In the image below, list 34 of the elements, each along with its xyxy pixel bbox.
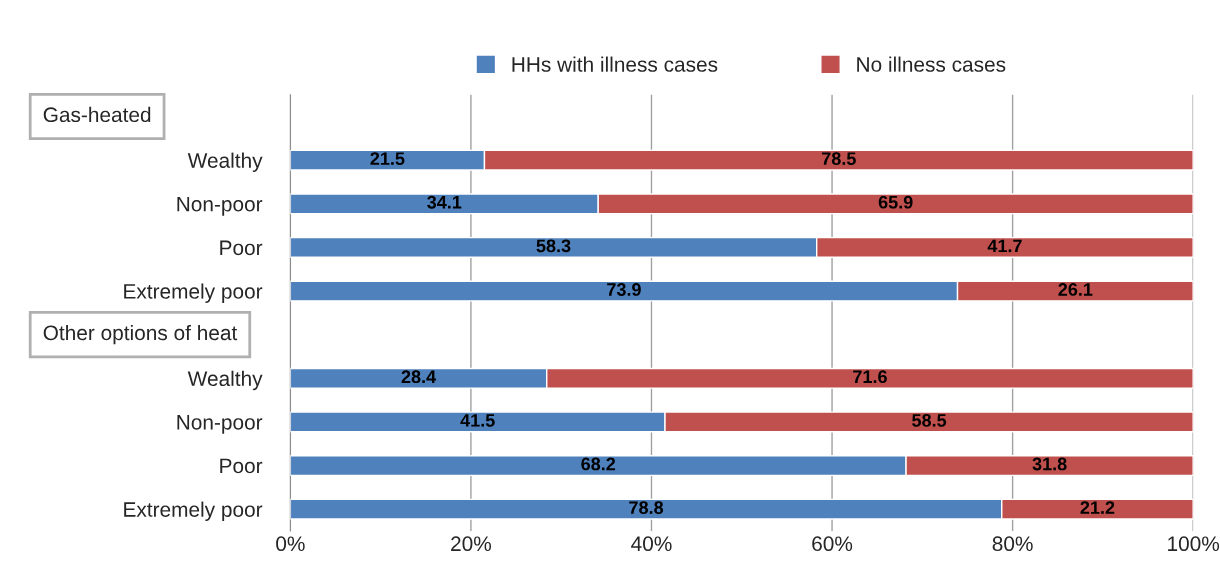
data-label: 41.5 <box>460 414 495 427</box>
y-tick-label: Wealthy <box>187 370 263 391</box>
data-label: 21.2 <box>1080 501 1115 514</box>
data-label: 58.3 <box>536 239 571 253</box>
data-label: 65.9 <box>878 195 913 209</box>
data-label: 26.1 <box>1058 283 1093 296</box>
text: Other options of heat <box>43 324 238 345</box>
data-label: 31.8 <box>1032 457 1067 471</box>
data-label: 73.9 <box>607 283 641 296</box>
y-tick-label: Extremely poor <box>124 283 263 303</box>
data-label: 34.1 <box>427 195 462 209</box>
y-tick-label: Poor <box>220 240 263 256</box>
y-tick-label: Non-poor <box>177 415 263 434</box>
x-tick-label: 100% <box>1168 536 1220 552</box>
y-tick-label: Non-poor <box>177 196 263 216</box>
data-label: 78.8 <box>629 501 664 514</box>
x-tick-label: 80% <box>992 536 1033 552</box>
x-tick-label: 40% <box>631 536 672 552</box>
y-tick-label: Wealthy <box>187 152 263 173</box>
legend-label: No illness cases <box>857 56 1006 72</box>
data-label: 78.5 <box>822 152 856 165</box>
data-label: 41.7 <box>987 239 1022 253</box>
x-tick-label: 0% <box>276 536 305 552</box>
legend-label: HHs with illness cases <box>512 56 718 72</box>
x-tick-label: 60% <box>812 536 853 552</box>
data-label: 28.4 <box>401 370 437 384</box>
text: Gas-heated <box>43 106 151 123</box>
data-label: 71.6 <box>853 370 887 384</box>
data-label: 21.5 <box>370 152 405 165</box>
x-tick-label: 20% <box>451 536 492 552</box>
y-tick-label: Poor <box>220 458 263 474</box>
y-tick-label: Extremely poor <box>124 501 263 522</box>
data-label: 68.2 <box>581 457 616 471</box>
data-label: 58.5 <box>912 413 947 427</box>
